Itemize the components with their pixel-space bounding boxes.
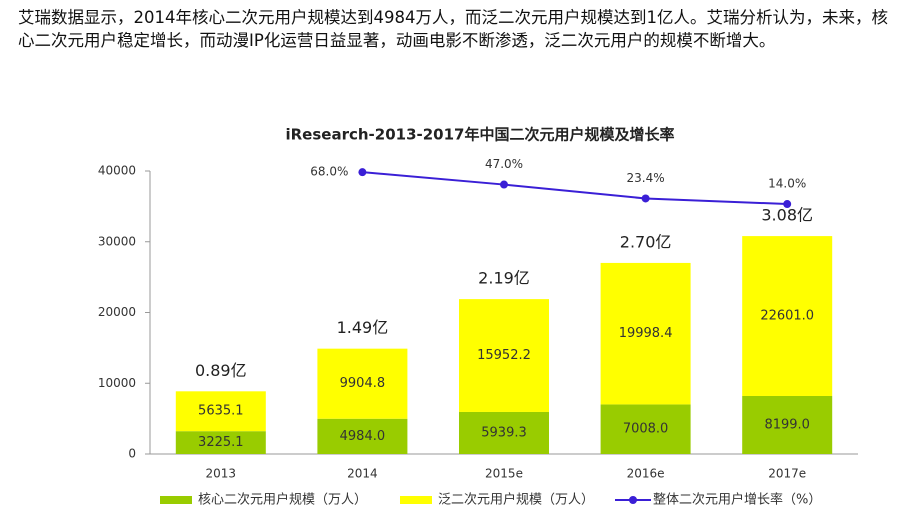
bar-segment [459,411,549,454]
bar-value-label: 22601.0 [760,309,814,324]
line-marker [641,194,650,203]
line-value-label: 23.4% [627,171,665,185]
bar-value-label: 9904.8 [340,376,386,391]
y-tick-label: 0 [128,447,136,461]
bar-value-label: 5939.3 [481,425,527,440]
bar-value-label: 7008.0 [623,422,669,437]
bar-value-label: 15952.2 [477,348,531,363]
total-label: 2.19亿 [478,269,530,288]
x-tick-label: 2013 [206,467,237,481]
paragraph: 艾瑞数据显示，2014年核心二次元用户规模达到4984万人，而泛二次元用户规模达… [18,8,888,50]
x-tick-label: 2017e [768,467,806,481]
y-tick-label: 40000 [98,164,136,178]
bar-value-label: 8199.0 [764,417,810,432]
legend-swatch [400,496,432,504]
line-value-label: 68.0% [310,165,348,179]
bar-segment [600,404,691,454]
line-marker [358,168,367,177]
bar-segment [317,418,408,454]
y-tick-label: 30000 [98,234,136,248]
bar-segment [742,236,833,396]
bar-segment [600,262,691,405]
bar-segment [742,395,833,454]
total-label: 2.70亿 [620,232,672,251]
line-value-label: 47.0% [485,157,523,171]
bar-value-label: 5635.1 [198,404,244,419]
x-tick-label: 2015e [485,467,523,481]
legend-label: 泛二次元用户规模（万人） [438,492,594,508]
legend-swatch [160,496,192,504]
total-label: 3.08亿 [761,206,813,225]
total-label: 1.49亿 [337,318,389,337]
legend-swatch [629,496,637,504]
line [362,171,788,206]
bar-segment [175,431,266,454]
line-value-label: 14.0% [768,177,806,191]
y-tick-label: 20000 [98,305,136,319]
legend-label: 核心二次元用户规模（万人） [198,492,367,508]
legend-label: 整体二次元用户增长率（%） [653,492,821,508]
chart-title: iResearch-2013-2017年中国二次元用户规模及增长率 [285,126,674,144]
bar-value-label: 4984.0 [340,429,386,444]
bar-value-label: 3225.1 [198,435,244,450]
bar-segment [317,348,408,419]
bar-value-label: 19998.4 [619,326,673,341]
line-marker [783,200,792,209]
x-tick-label: 2014 [347,467,378,481]
y-tick-label: 10000 [98,376,136,390]
bar-segment [175,391,266,432]
line-marker [500,180,508,189]
total-label: 0.89亿 [195,361,247,380]
x-tick-label: 2016e [627,467,665,481]
bar-segment [459,299,549,412]
